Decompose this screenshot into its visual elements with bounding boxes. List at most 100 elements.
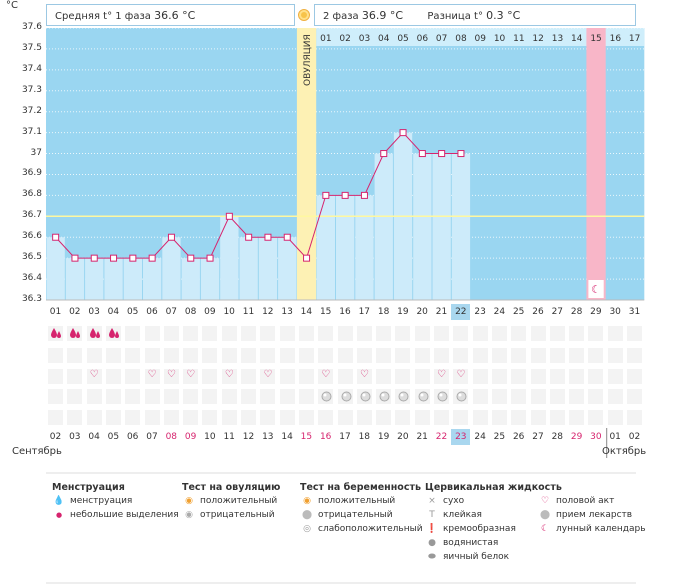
row-cell[interactable]: [241, 410, 256, 425]
calendar-date[interactable]: 14: [281, 432, 293, 442]
calendar-date[interactable]: 11: [223, 432, 235, 442]
row-cell[interactable]: [376, 410, 392, 425]
cycle-day-label[interactable]: 23: [474, 307, 486, 317]
calendar-date[interactable]: 24: [474, 432, 486, 442]
row-cell[interactable]: [395, 326, 411, 341]
row-cell[interactable]: [202, 369, 218, 384]
row-cell[interactable]: [549, 389, 565, 404]
row-cell[interactable]: [183, 369, 199, 384]
calendar-date[interactable]: 22: [435, 432, 448, 442]
row-cell[interactable]: [569, 410, 585, 425]
row-cell[interactable]: [569, 326, 585, 341]
calendar-date[interactable]: 25: [493, 432, 506, 442]
calendar-date[interactable]: 18: [358, 432, 371, 442]
calendar-date[interactable]: 26: [512, 432, 525, 442]
calendar-date[interactable]: 05: [107, 432, 120, 442]
row-cell[interactable]: [125, 348, 141, 363]
calendar-date[interactable]: 15: [300, 432, 313, 442]
row-cell[interactable]: [67, 369, 83, 384]
cycle-day-label[interactable]: 15: [319, 307, 332, 317]
row-cell[interactable]: [337, 369, 353, 384]
row-cell[interactable]: [48, 348, 63, 363]
row-cell[interactable]: [588, 410, 604, 425]
row-cell[interactable]: [453, 348, 469, 363]
row-cell[interactable]: [511, 369, 527, 384]
row-cell[interactable]: [607, 326, 623, 341]
row-cell[interactable]: [414, 369, 430, 384]
calendar-date[interactable]: 29: [570, 432, 583, 442]
row-cell[interactable]: [125, 369, 141, 384]
calendar-date[interactable]: 20: [397, 432, 409, 442]
row-cell[interactable]: [260, 348, 276, 363]
cycle-day-label[interactable]: 20: [416, 307, 428, 317]
row-cell[interactable]: [318, 326, 334, 341]
calendar-date[interactable]: 09: [184, 432, 197, 442]
row-cell[interactable]: [241, 326, 256, 341]
row-cell[interactable]: [607, 369, 623, 384]
row-cell[interactable]: [202, 410, 218, 425]
cycle-day-label[interactable]: 31: [628, 307, 641, 317]
row-cell[interactable]: [125, 326, 141, 341]
row-cell[interactable]: [491, 326, 507, 341]
row-cell[interactable]: [607, 389, 623, 404]
row-cell[interactable]: [260, 389, 276, 404]
row-cell[interactable]: [491, 369, 507, 384]
calendar-date[interactable]: 27: [532, 432, 544, 442]
cycle-day-label[interactable]: 03: [88, 307, 100, 317]
row-cell[interactable]: [472, 410, 488, 425]
row-cell[interactable]: [472, 369, 488, 384]
row-cell[interactable]: [453, 326, 469, 341]
row-cell[interactable]: [569, 389, 585, 404]
cycle-day-label[interactable]: 22: [451, 304, 471, 320]
row-cell[interactable]: [183, 389, 199, 404]
row-cell[interactable]: [318, 348, 334, 363]
cycle-day-label[interactable]: 06: [146, 307, 158, 317]
row-cell[interactable]: [67, 389, 83, 404]
row-cell[interactable]: [491, 410, 507, 425]
row-cell[interactable]: [48, 410, 63, 425]
calendar-date[interactable]: 28: [551, 432, 564, 442]
row-cell[interactable]: [511, 410, 527, 425]
row-cell[interactable]: [530, 348, 546, 363]
row-cell[interactable]: [105, 348, 121, 363]
row-cell[interactable]: [318, 369, 334, 384]
row-cell[interactable]: [163, 348, 179, 363]
cycle-day-label[interactable]: 18: [377, 307, 390, 317]
calendar-date[interactable]: 19: [377, 432, 390, 442]
row-cell[interactable]: [163, 369, 179, 384]
row-cell[interactable]: [279, 369, 295, 384]
row-cell[interactable]: [298, 326, 314, 341]
calendar-date[interactable]: 03: [69, 432, 81, 442]
row-cell[interactable]: [491, 389, 507, 404]
row-cell[interactable]: [260, 326, 276, 341]
row-cell[interactable]: [569, 348, 585, 363]
row-cell[interactable]: [607, 410, 623, 425]
row-cell[interactable]: [607, 348, 623, 363]
row-cell[interactable]: [337, 410, 353, 425]
row-cell[interactable]: [511, 348, 527, 363]
row-cell[interactable]: [414, 410, 430, 425]
row-cell[interactable]: [472, 348, 488, 363]
calendar-date[interactable]: 06: [126, 432, 139, 442]
row-cell[interactable]: [530, 389, 546, 404]
cycle-day-label[interactable]: 04: [107, 307, 120, 317]
row-cell[interactable]: [569, 369, 585, 384]
row-cell[interactable]: [279, 348, 295, 363]
row-cell[interactable]: [241, 389, 256, 404]
row-cell[interactable]: [627, 369, 642, 384]
row-cell[interactable]: [48, 369, 63, 384]
row-cell[interactable]: [472, 326, 488, 341]
row-cell[interactable]: [163, 326, 179, 341]
row-cell[interactable]: [491, 348, 507, 363]
row-cell[interactable]: [221, 326, 237, 341]
row-cell[interactable]: [453, 410, 469, 425]
calendar-date[interactable]: 30: [590, 432, 602, 442]
row-cell[interactable]: [105, 389, 121, 404]
calendar-date[interactable]: 13: [262, 432, 274, 442]
calendar-date[interactable]: 16: [319, 432, 332, 442]
row-cell[interactable]: [86, 348, 102, 363]
cycle-day-label[interactable]: 12: [262, 307, 274, 317]
calendar-date[interactable]: 12: [242, 432, 255, 442]
row-cell[interactable]: [183, 348, 199, 363]
row-cell[interactable]: [337, 348, 353, 363]
